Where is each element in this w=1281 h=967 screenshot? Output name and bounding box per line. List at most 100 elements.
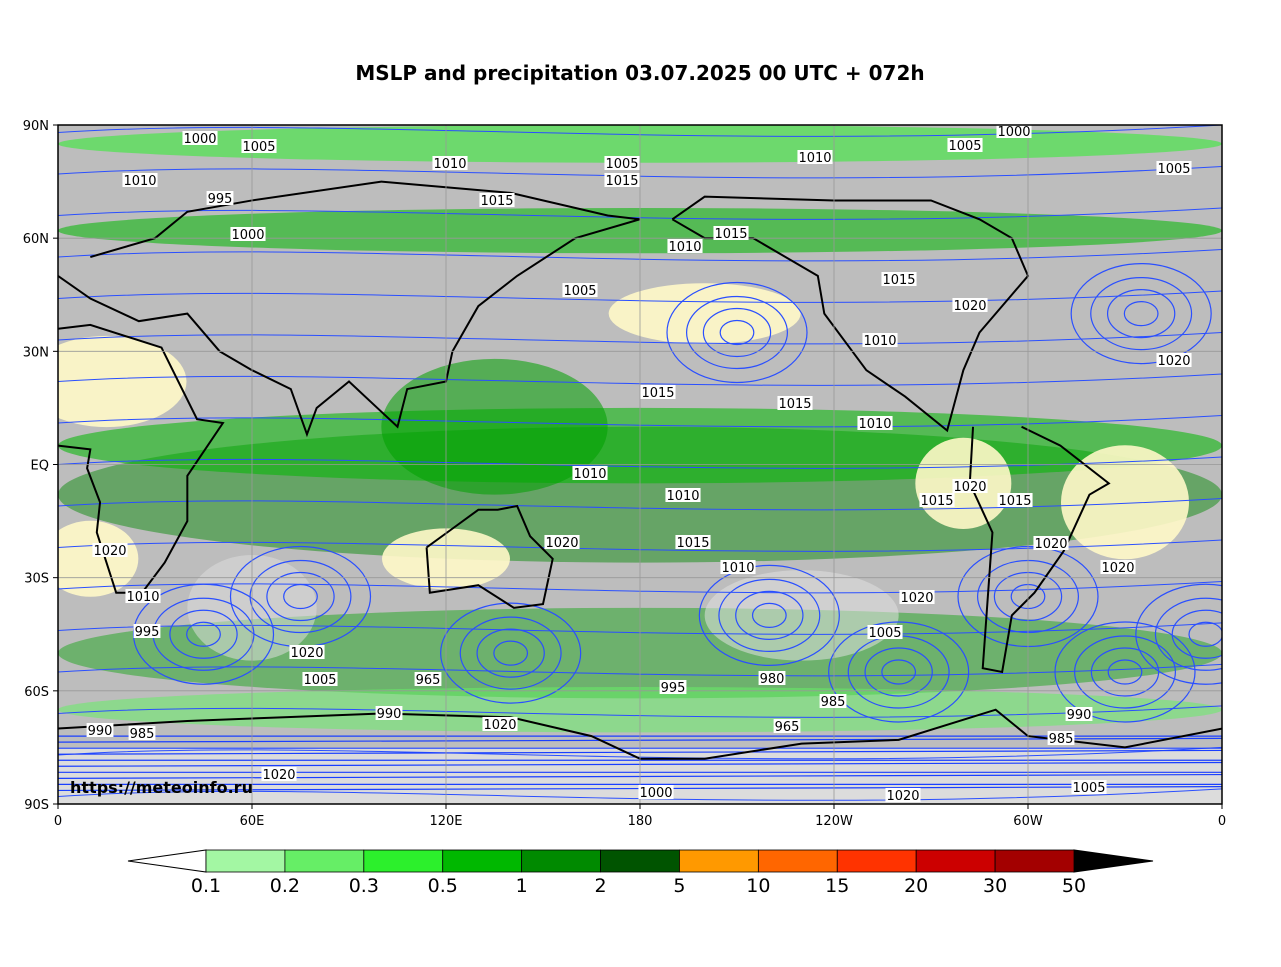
isobar <box>58 663 1222 677</box>
isobar-label-box <box>375 706 403 720</box>
isobar <box>1135 583 1222 685</box>
isobar-label-box <box>479 193 515 207</box>
isobar-label-box <box>572 466 608 480</box>
isobar <box>58 622 1222 635</box>
isobar-label: 1010 <box>798 151 831 166</box>
isobar <box>58 165 1222 179</box>
isobar-label: 1005 <box>1072 781 1105 796</box>
isobar-label-box <box>482 717 518 731</box>
isobar-label-box <box>952 298 988 312</box>
colorbar-label: 0.1 <box>191 875 221 897</box>
isobar <box>169 609 238 659</box>
isobar-label: 1005 <box>948 139 981 154</box>
isobar-label-box <box>414 672 442 686</box>
isobar-label-box <box>302 672 338 686</box>
isobar-label: 1010 <box>668 240 701 255</box>
colorbar-swatch <box>915 849 996 873</box>
isobar-label: 995 <box>135 625 160 640</box>
isobar-label: 1010 <box>433 157 466 172</box>
x-tick-label: 120E <box>429 814 462 829</box>
isobar-label-box <box>1156 353 1192 367</box>
isobar-label: 1020 <box>262 768 295 783</box>
isobar-label-box <box>665 488 701 502</box>
isobar-label-box <box>862 333 898 347</box>
isobar <box>718 578 821 652</box>
map: 1000 1005 1010 995 1000 1010 1005 1015 1010 1000 1… <box>58 125 1222 804</box>
isobar <box>58 414 1222 428</box>
colorbar-label: 20 <box>904 875 928 897</box>
y-tick-label: 90N <box>23 119 49 134</box>
isobar-label-box <box>881 272 917 286</box>
coastline <box>425 504 554 609</box>
title: MSLP and precipitation 03.07.2025 00 UTC… <box>355 61 924 85</box>
isobar-label-box <box>1065 707 1093 721</box>
isobar-label: 1005 <box>1157 162 1190 177</box>
isobar-label: 1000 <box>639 786 672 801</box>
isobar <box>881 659 917 685</box>
isobar-label-box <box>432 156 468 170</box>
isobar <box>735 590 804 640</box>
isobar-label: 980 <box>760 672 785 687</box>
x-tick-label: 60E <box>240 814 265 829</box>
isobar <box>58 456 1222 469</box>
isobar-label-box <box>544 535 580 549</box>
isobar-label: 990 <box>377 707 402 722</box>
isobar-label-box <box>128 726 156 740</box>
isobar-label-box <box>885 788 921 802</box>
isobar <box>58 497 1222 511</box>
isobar-label-box <box>947 138 983 152</box>
isobar <box>1106 289 1176 339</box>
isobar-label-box <box>773 719 801 733</box>
y-tick-label: 30N <box>23 345 49 360</box>
coastline <box>968 425 1111 674</box>
isobar-label: 1015 <box>920 494 953 509</box>
coastline <box>58 323 225 594</box>
isobar-label: 1020 <box>545 536 578 551</box>
colorbar-swatch <box>205 849 286 873</box>
isobar-label: 985 <box>821 695 846 710</box>
isobar <box>864 647 933 697</box>
precip-area <box>381 358 608 495</box>
isobar-label-box <box>92 543 128 557</box>
isobar-label: 1005 <box>563 284 596 299</box>
isobar <box>1073 635 1176 709</box>
colorbar-swatch <box>521 849 601 873</box>
isobar-label: 1020 <box>290 646 323 661</box>
isobar-label: 1015 <box>480 194 513 209</box>
isobar <box>1171 609 1222 659</box>
isobar-label: 995 <box>661 681 686 696</box>
isobar-label-box <box>857 416 893 430</box>
isobar-label: 1015 <box>676 536 709 551</box>
isobar <box>266 571 335 622</box>
isobar <box>186 621 221 647</box>
isobar <box>58 248 1222 262</box>
colorbar-label: 1 <box>516 875 528 897</box>
isobar-label-box <box>638 785 674 799</box>
isobar-label: 1005 <box>303 673 336 688</box>
precip-area <box>704 570 899 661</box>
colorbar-swatch <box>757 849 838 873</box>
isobar-label-box <box>230 227 266 241</box>
y-tick-label: 90S <box>24 798 49 813</box>
x-tick-label: 0 <box>1218 814 1226 829</box>
isobar-label: 1020 <box>886 789 919 804</box>
isobar-label: 1020 <box>900 591 933 606</box>
isobar-label: 1015 <box>778 397 811 412</box>
colorbar-swatch <box>679 849 759 873</box>
isobar <box>58 746 1222 760</box>
isobar-label-box <box>182 131 218 145</box>
colorbar-swatch <box>836 849 917 873</box>
colorbar-label: 5 <box>673 875 685 897</box>
x-tick-label: 180 <box>628 814 653 829</box>
y-tick-label: 60S <box>24 685 49 700</box>
isobar-label-box <box>867 625 903 639</box>
isobar-label-box <box>667 239 703 253</box>
isobar-label-box <box>289 645 325 659</box>
isobar-label-box <box>122 173 158 187</box>
isobar <box>1154 597 1222 671</box>
isobar-label: 1020 <box>1034 537 1067 552</box>
isobar-label-box <box>899 590 935 604</box>
colorbar-label: 0.3 <box>349 875 379 897</box>
isobar-label-box <box>1047 731 1075 745</box>
